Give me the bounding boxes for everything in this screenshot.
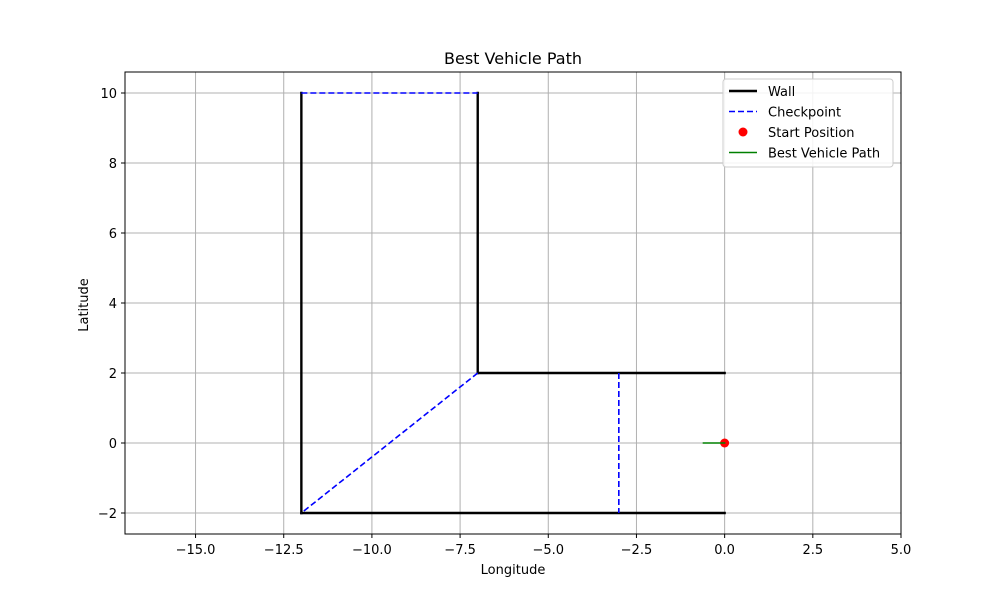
checkpoint-segment	[300, 372, 479, 514]
x-tick-label: −10.0	[352, 543, 392, 558]
x-tick-label: 2.5	[802, 543, 823, 558]
legend-checkpoint-label: Checkpoint	[768, 106, 841, 121]
x-tick-label: −7.5	[444, 543, 476, 558]
y-tick-label: 6	[109, 227, 117, 242]
y-tick-label: 2	[109, 367, 117, 382]
x-tick-label: 0.0	[714, 543, 735, 558]
y-tick-label: 4	[109, 297, 117, 312]
chart-title: Best Vehicle Path	[444, 49, 582, 68]
y-tick-label: −2	[98, 507, 117, 522]
x-axis-label: Longitude	[481, 563, 546, 578]
y-tick-label: 8	[109, 157, 117, 172]
x-tick-label: −5.0	[532, 543, 564, 558]
legend-start-position-label: Start Position	[768, 126, 855, 141]
x-tick-label: −2.5	[621, 543, 653, 558]
x-tick-label: −12.5	[264, 543, 304, 558]
y-tick-label: 0	[109, 437, 117, 452]
x-tick-label: 5.0	[891, 543, 912, 558]
legend-wall-label: Wall	[768, 85, 795, 100]
y-tick-label: 10	[100, 87, 117, 102]
legend-best-vehicle-path-label: Best Vehicle Path	[768, 147, 880, 162]
y-axis-label: Latitude	[77, 278, 92, 332]
x-tick-label: −15.0	[176, 543, 216, 558]
data-layer	[300, 91, 730, 515]
legend: Wall Checkpoint Start Position Best Vehicle…	[722, 78, 894, 168]
legend-box	[722, 78, 894, 168]
legend-start-position-swatch	[738, 127, 748, 137]
ticks: −15.0 −12.5 −10.0 −7.5 −5.0 −2.5 0.0 2.5 5.0 −2 0 2…	[98, 87, 912, 558]
